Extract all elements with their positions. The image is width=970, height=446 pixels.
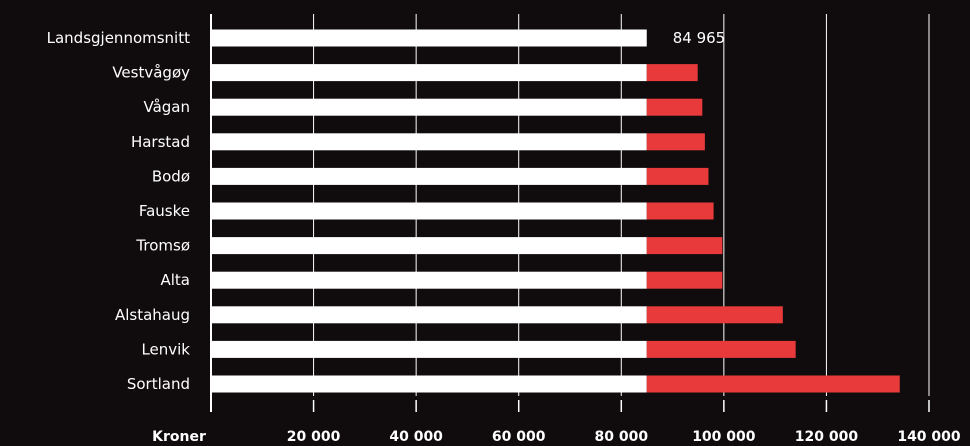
bar-excess — [646, 64, 698, 82]
bar-baseline — [211, 29, 647, 47]
bar-baseline — [211, 306, 647, 324]
x-tick-label: 120 000 — [795, 429, 859, 445]
bar-baseline — [211, 98, 647, 116]
bar-baseline — [211, 340, 647, 358]
bar-excess — [646, 98, 703, 116]
x-tick-label: 100 000 — [692, 429, 756, 445]
category-labels: Landsgjennomsnitt Vestvågøy Vågan Harstad Bo… — [47, 29, 191, 393]
bar-baseline — [211, 375, 647, 393]
bar-baseline — [211, 64, 647, 82]
category-label: Harstad — [131, 133, 190, 151]
category-label: Bodø — [152, 167, 190, 185]
bar-baseline — [211, 202, 647, 220]
bar-baseline — [211, 133, 647, 151]
bar-excess — [646, 202, 714, 220]
category-label: Alta — [160, 271, 190, 289]
bar-baseline — [211, 271, 647, 289]
value-label: 84 965 — [673, 29, 726, 47]
category-label: Tromsø — [135, 237, 190, 255]
x-tick-label: 40 000 — [389, 429, 443, 445]
x-axis-title: Kroner — [152, 429, 206, 445]
value-labels: 84 965 — [673, 29, 726, 47]
bar-excess — [646, 133, 705, 151]
category-label: Fauske — [139, 202, 190, 220]
category-label: Alstahaug — [115, 306, 190, 324]
x-tick-label: 80 000 — [594, 429, 648, 445]
x-tick-label: 60 000 — [492, 429, 546, 445]
bar-baseline — [211, 167, 647, 185]
category-label: Lenvik — [141, 340, 190, 358]
category-label: Landsgjennomsnitt — [47, 29, 190, 47]
bar-baseline — [211, 237, 647, 255]
bar-excess — [646, 167, 709, 185]
x-tick-label: 140 000 — [897, 429, 961, 445]
bars — [211, 29, 900, 393]
bar-excess — [646, 271, 723, 289]
category-label: Vågan — [143, 98, 190, 116]
x-tick-label: 20 000 — [287, 429, 341, 445]
bar-excess — [646, 237, 723, 255]
category-label: Vestvågøy — [112, 64, 190, 82]
bar-excess — [646, 306, 783, 324]
bar-excess — [646, 340, 796, 358]
category-label: Sortland — [127, 375, 190, 393]
x-tick-labels: 20 000 40 000 60 000 80 000 100 000 120 000 14… — [287, 429, 961, 445]
bar-excess — [646, 375, 900, 393]
